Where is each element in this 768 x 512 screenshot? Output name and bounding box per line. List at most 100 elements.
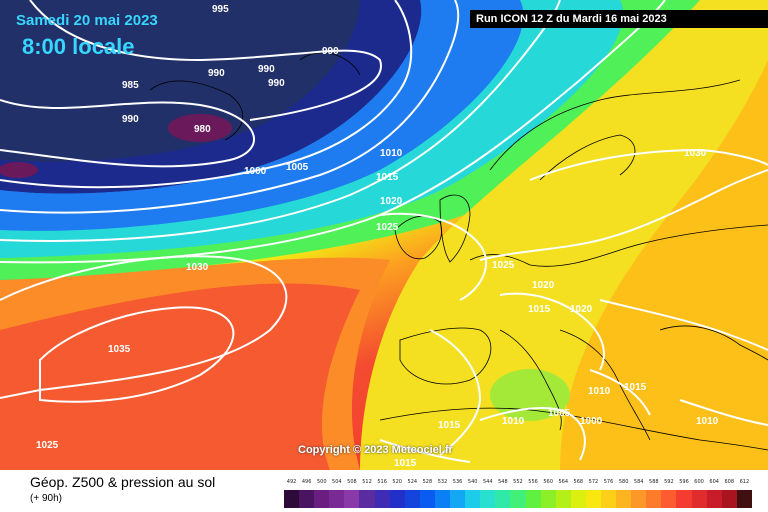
scale-swatch: [540, 490, 556, 508]
map-canvas: 995 990 985 990 980 990 990 990 1000 100…: [0, 0, 768, 470]
coastlines: [149, 52, 768, 451]
scale-label: 556: [528, 479, 538, 485]
forecast-date: Samedi 20 mai 2023: [16, 12, 158, 29]
isobar-label: 1015: [394, 458, 417, 469]
isobar-label: 990: [268, 78, 285, 89]
isobar-label: 1000: [244, 166, 267, 177]
weather-map: 995 990 985 990 980 990 990 990 1000 100…: [0, 0, 768, 470]
scale-swatch: [329, 490, 345, 508]
scale-label: 568: [573, 479, 584, 485]
east-europe-orange: [560, 60, 768, 470]
scale-swatch: [721, 490, 737, 508]
scale-swatch: [465, 490, 481, 508]
scale-label: 540: [467, 479, 478, 485]
scale-label: 496: [301, 479, 312, 485]
scale-swatch: [359, 490, 375, 508]
isobar-label: 990: [258, 64, 275, 75]
scale-swatch: [585, 490, 601, 508]
copyright-notice: Copyright © 2023 Meteociel.fr: [298, 444, 453, 456]
scale-swatch: [691, 490, 707, 508]
scale-label: 600: [694, 479, 704, 485]
scale-label: 532: [437, 479, 448, 485]
isobar-label: 1030: [684, 148, 707, 159]
scale-swatch: [434, 490, 451, 508]
scale-label: 548: [498, 479, 508, 485]
scale-swatch: [480, 490, 496, 508]
scale-label: 516: [377, 479, 387, 485]
scale-label: 500: [316, 479, 327, 485]
low-center-980: [168, 114, 232, 142]
isobar-label: 995: [212, 4, 229, 15]
model-run-banner: Run ICON 12 Z du Mardi 16 mai 2023: [470, 10, 768, 28]
isobar-label: 990: [322, 46, 339, 57]
isobar-label: 1005: [286, 162, 309, 173]
scale-label: 544: [482, 479, 493, 485]
scale-label: 524: [407, 479, 418, 485]
isobar-label: 1030: [186, 262, 209, 273]
isobar-label: 1010: [502, 416, 525, 427]
isobar-labels: 995 990 985 990 980 990 990 990 1000 100…: [36, 4, 719, 469]
scale-label: 608: [724, 479, 735, 485]
isobar-label: 1020: [570, 304, 593, 315]
scale-swatch: [419, 490, 435, 508]
isobar-label: 1005: [548, 408, 571, 419]
scale-swatch: [284, 490, 300, 508]
scale-label: 520: [392, 479, 402, 485]
scale-label: 580: [618, 479, 629, 485]
isobar-label: 990: [122, 114, 139, 125]
isobar-label: 1020: [532, 280, 555, 291]
isobar-label: 1015: [624, 382, 647, 393]
scale-label: 612: [739, 479, 750, 485]
map-title: Géop. Z500 & pression au sol: [30, 474, 216, 490]
isobar-label: 1015: [528, 304, 551, 315]
isobar-label: 1000: [580, 416, 603, 427]
scale-label: 592: [664, 479, 674, 485]
scale-swatch: [314, 490, 330, 508]
scale-swatch: [646, 490, 662, 508]
scale-swatch: [661, 490, 677, 508]
scale-label: 492: [286, 479, 297, 485]
forecast-lead-time: (+ 90h): [30, 493, 62, 504]
color-scale-labels: 492 496 500 504 508 512 516 520 524 528 532 536 540 5…: [284, 479, 752, 489]
isobar-label: 1035: [108, 344, 131, 355]
scale-swatch: [389, 490, 405, 508]
isobar-label: 1010: [380, 148, 403, 159]
scale-swatch: [450, 490, 466, 508]
scale-label: 584: [633, 479, 644, 485]
scale-swatch: [555, 490, 571, 508]
scale-swatch: [299, 490, 315, 508]
scale-label: 536: [452, 479, 463, 485]
color-scale-bar: [284, 490, 752, 508]
scale-label: 512: [362, 479, 372, 485]
isobar-label: 985: [122, 80, 139, 91]
forecast-time: 8:00 locale: [22, 34, 135, 59]
scale-label: 604: [709, 479, 719, 485]
isobar-label: 1025: [492, 260, 515, 271]
scale-swatch: [510, 490, 526, 508]
scale-label: 596: [679, 479, 689, 485]
isobar-label: 1025: [36, 440, 59, 451]
isobar-label: 1025: [376, 222, 399, 233]
isobar-label: 990: [208, 68, 225, 79]
scale-swatch: [570, 490, 586, 508]
scale-label: 552: [513, 479, 523, 485]
scale-swatch: [676, 490, 692, 508]
scale-swatch: [495, 490, 511, 508]
scale-swatch: [525, 490, 541, 508]
scale-label: 560: [543, 479, 553, 485]
scale-label: 564: [558, 479, 568, 485]
scale-swatch: [736, 490, 752, 508]
scale-swatch: [404, 490, 420, 508]
scale-label: 508: [347, 479, 357, 485]
scale-swatch: [706, 490, 722, 508]
low-center-west: [0, 162, 38, 178]
scale-label: 576: [603, 479, 614, 485]
scale-label: 504: [332, 479, 342, 485]
isobar-label: 1015: [438, 420, 461, 431]
color-scale: 492 496 500 504 508 512 516 520 524 528 532 536 540 5…: [284, 479, 752, 509]
scale-swatch: [374, 490, 390, 508]
scale-swatch: [600, 490, 617, 508]
isobar-label: 1015: [376, 172, 399, 183]
isobars: [0, 0, 768, 462]
isobar-label: 1010: [588, 386, 611, 397]
